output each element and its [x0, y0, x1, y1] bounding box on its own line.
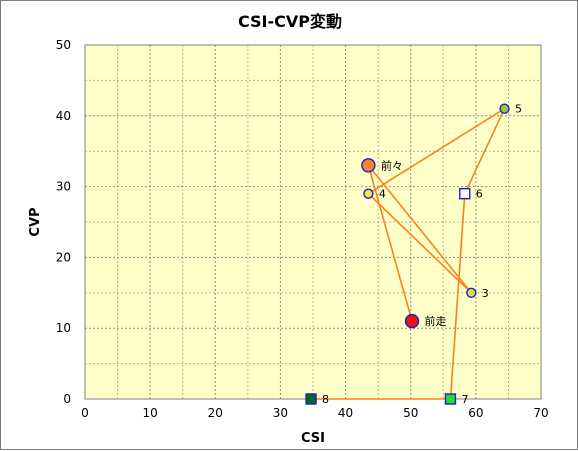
chart-title: CSI-CVP変動 [238, 12, 342, 31]
data-point-label: 7 [461, 393, 468, 406]
y-tick-label: 30 [56, 180, 71, 194]
data-point-marker [305, 393, 317, 405]
data-point-labels: 前走 前々 3 4 5 6 7 8 [322, 103, 522, 406]
x-tick-label: 10 [143, 406, 158, 420]
data-point-marker [363, 188, 374, 199]
data-point-label: 3 [482, 287, 489, 300]
series-line [311, 106, 507, 400]
data-point-marker [459, 187, 471, 200]
data-points [305, 103, 510, 405]
x-tick-label: 0 [81, 406, 89, 420]
data-point-label: 4 [379, 188, 386, 201]
y-axis-ticks: 0 10 20 30 40 50 [56, 38, 71, 406]
data-point-label: 6 [476, 188, 483, 201]
data-point-label: 前走 [425, 314, 447, 328]
x-tick-label: 70 [533, 406, 548, 420]
data-point-marker [499, 103, 510, 114]
data-point-label: 8 [322, 393, 329, 406]
data-point-label: 前々 [381, 158, 403, 172]
y-tick-label: 20 [56, 250, 71, 264]
x-tick-label: 60 [468, 406, 483, 420]
x-tick-label: 40 [338, 406, 353, 420]
y-tick-label: 50 [56, 38, 71, 52]
data-point-marker [361, 158, 376, 173]
x-tick-label: 20 [208, 406, 223, 420]
x-axis-title: CSI [301, 431, 325, 446]
x-tick-label: 50 [403, 406, 418, 420]
y-tick-label: 0 [63, 392, 71, 406]
data-point-label: 5 [515, 103, 522, 116]
data-point-marker [404, 313, 420, 329]
data-point-marker [466, 287, 477, 298]
y-tick-label: 40 [56, 109, 71, 123]
y-tick-label: 10 [56, 321, 71, 335]
y-axis-title: CVP [28, 207, 43, 236]
x-axis-ticks: 0 10 20 30 40 50 60 70 [81, 406, 548, 420]
data-point-marker [444, 393, 457, 405]
grid-lines [85, 45, 541, 399]
series-polyline [311, 106, 507, 400]
x-tick-label: 30 [273, 406, 288, 420]
